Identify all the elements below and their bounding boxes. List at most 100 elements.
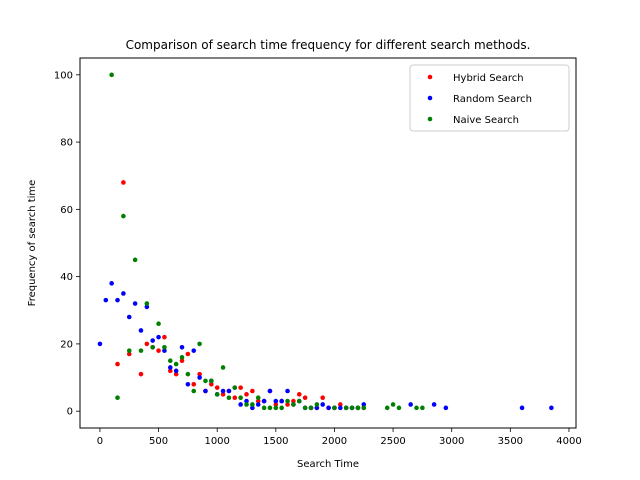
data-point: [279, 405, 284, 411]
data-point: [291, 402, 296, 407]
data-point: [156, 348, 161, 353]
data-point: [255, 398, 261, 404]
data-point: [519, 405, 525, 411]
data-point: [138, 348, 144, 353]
legend-marker: [427, 74, 433, 80]
data-point: [308, 405, 314, 411]
x-tick-label: 1000: [204, 436, 229, 447]
data-point: [162, 334, 167, 340]
data-point: [209, 381, 214, 387]
data-point: [349, 405, 355, 411]
data-point: [302, 395, 308, 401]
data-point: [121, 180, 126, 185]
data-point: [267, 405, 273, 411]
data-point: [156, 334, 161, 340]
data-point: [191, 388, 197, 394]
data-point: [361, 402, 367, 407]
data-point: [167, 368, 173, 374]
data-point: [338, 402, 343, 407]
data-point: [396, 405, 402, 411]
legend-box: [409, 64, 570, 132]
data-point: [255, 402, 261, 407]
data-point: [214, 385, 220, 390]
data-point: [273, 398, 279, 404]
data-point: [167, 365, 173, 370]
data-point: [296, 392, 302, 397]
data-point: [126, 314, 132, 320]
data-point: [97, 341, 103, 347]
data-point: [279, 398, 284, 404]
data-point: [285, 398, 290, 404]
data-point: [361, 405, 367, 411]
legend: Hybrid Search Random Search Naive Search: [409, 64, 570, 132]
data-point: [144, 301, 150, 306]
data-point: [238, 402, 243, 407]
y-tick-label: 80: [60, 138, 73, 149]
data-point: [162, 348, 167, 353]
data-point: [138, 371, 144, 377]
data-point: [109, 72, 114, 78]
data-point: [179, 355, 185, 360]
data-point: [173, 368, 179, 374]
data-point: [220, 392, 226, 397]
data-point: [173, 361, 179, 367]
data-point: [179, 358, 185, 364]
data-point: [115, 297, 120, 303]
data-point: [384, 405, 390, 411]
legend-marker: [427, 116, 433, 122]
data-point: [314, 402, 320, 407]
data-point: [232, 385, 238, 390]
data-point: [320, 402, 326, 407]
data-point: [238, 395, 243, 401]
x-tick-label: 2500: [380, 436, 405, 447]
points-layer: [97, 72, 554, 411]
data-point: [197, 375, 202, 380]
data-point: [132, 257, 138, 263]
data-point: [214, 392, 220, 397]
data-point: [150, 338, 155, 343]
y-tick-label: 0: [67, 407, 73, 418]
legend-marker: [427, 95, 433, 101]
data-point: [267, 388, 273, 394]
x-axis-label: Search Time: [297, 459, 359, 470]
data-point: [250, 402, 255, 407]
data-point: [185, 351, 191, 357]
data-point: [443, 405, 449, 411]
data-point: [285, 402, 290, 407]
x-tick-label: 2000: [322, 436, 347, 447]
data-point: [115, 361, 120, 367]
data-point: [273, 402, 279, 407]
data-point: [261, 398, 267, 404]
y-tick-label: 100: [54, 70, 73, 81]
data-point: [302, 405, 308, 411]
data-point: [244, 398, 249, 404]
data-point: [109, 281, 114, 286]
data-point: [343, 405, 349, 411]
data-point: [238, 385, 243, 390]
x-tick-label: 1500: [263, 436, 288, 447]
data-point: [126, 351, 132, 357]
data-point: [185, 381, 191, 387]
x-tick-label: 3500: [498, 436, 523, 447]
y-axis-label: Frequency of search time: [27, 180, 38, 307]
data-point: [390, 402, 396, 407]
x-tick-label: 4000: [556, 436, 581, 447]
data-point: [197, 341, 202, 347]
data-point: [261, 405, 267, 411]
chart-title: Comparison of search time frequency for …: [126, 38, 531, 52]
data-point: [103, 297, 109, 303]
data-point: [314, 405, 320, 411]
data-point: [132, 301, 138, 306]
data-point: [326, 405, 331, 411]
legend-label: Random Search: [453, 94, 532, 105]
data-point: [121, 213, 126, 219]
legend-label: Naive Search: [453, 115, 519, 126]
data-point: [220, 388, 226, 394]
data-point: [549, 405, 554, 411]
data-point: [431, 402, 437, 407]
data-point: [244, 392, 249, 397]
data-point: [226, 388, 232, 394]
data-point: [138, 328, 144, 333]
data-point: [162, 344, 167, 350]
